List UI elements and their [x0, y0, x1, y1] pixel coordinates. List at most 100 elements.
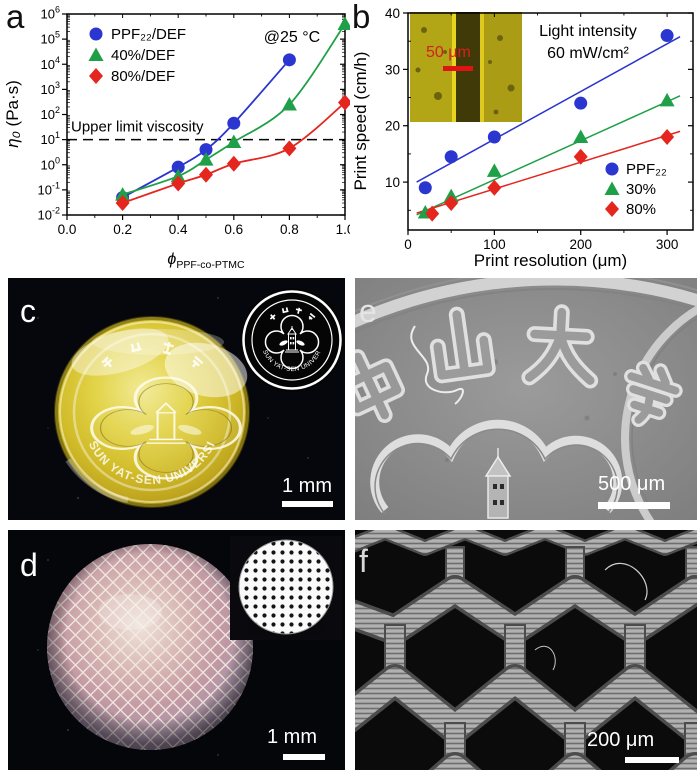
legend-a-item-1: 40%/DEF	[111, 47, 175, 64]
y-tick-label: 10-1	[38, 180, 60, 197]
triangle-marker	[486, 163, 502, 177]
embossed-seal-emblem	[90, 376, 242, 480]
sem-lattice-scaffold: f 200 μm	[355, 530, 697, 770]
quatrefoil-arch	[370, 419, 623, 515]
printed-sphere	[47, 544, 253, 750]
diamond-marker	[425, 205, 440, 222]
seal-ring-arc	[355, 278, 697, 520]
x-tick-label: 0.0	[58, 222, 77, 237]
print-speed-chart: 50 μm 0 100 200 300 10 20 30 40 PPF₂₂ 30% 80% Light…	[351, 6, 694, 270]
x-tick-label: 0	[404, 237, 412, 252]
inset-scale-label: 50 μm	[426, 44, 471, 61]
photo-printed-disc: SUN YAT-SEN UNIVERSITY	[8, 278, 345, 520]
legend-a-item-2: 80%/DEF	[111, 68, 175, 85]
y-tick-label: 106	[41, 5, 60, 22]
plot-frame-b	[407, 12, 694, 231]
y-tick-label: 104	[41, 55, 60, 72]
sem-seal-detail: e 500 μm	[355, 278, 697, 520]
y-axis-label-a: η₀ (Pa·s)	[3, 80, 22, 148]
triangle-marker	[604, 181, 620, 195]
scale-bar-c	[282, 501, 333, 507]
circle-marker	[282, 53, 296, 67]
light-intensity-annotation-1: 60 mW/cm²	[547, 45, 629, 62]
triangle-marker	[198, 152, 214, 166]
fit-line-0	[416, 36, 681, 183]
circle-marker	[89, 27, 103, 41]
y-tick-label: 100	[41, 155, 60, 172]
circle-marker	[199, 143, 213, 157]
y-tick-label: 20	[385, 119, 400, 134]
x-tick-label: 0.8	[280, 222, 299, 237]
diamond-marker	[282, 140, 297, 157]
triangle-marker	[337, 16, 350, 30]
x-axis-label-a: ϕPPF-co-PTMC	[167, 251, 245, 271]
scale-bar-f	[625, 757, 679, 763]
panel-letter-d: d	[20, 547, 38, 583]
legend-b-item-0: PPF₂₂	[626, 161, 667, 178]
triangle-marker	[226, 134, 242, 149]
x-tick-label: 0.2	[113, 222, 132, 237]
scale-bar-label-d: 1 mm	[267, 726, 317, 748]
diamond-marker	[444, 194, 459, 211]
y-tick-label: 10	[385, 175, 400, 190]
y-tick-label: 102	[41, 105, 60, 122]
cad-model-inset	[230, 536, 342, 640]
diamond-marker	[487, 179, 502, 196]
legend-b-item-2: 80%	[626, 201, 656, 218]
x-axis-label-b: Print resolution (μm)	[474, 251, 627, 270]
diamond-marker	[605, 201, 619, 217]
y-axis-label-b: Print speed (cm/h)	[351, 52, 370, 191]
fit-line-1	[416, 95, 681, 216]
x-tick-label: 1.0	[336, 222, 350, 237]
scale-bar-label-c: 1 mm	[282, 475, 332, 497]
legend-a-item-0: PPF₂₂/DEF	[111, 26, 186, 43]
circle-marker	[418, 181, 432, 195]
viscosity-chart: 0.0 0.2 0.4 0.6 0.8 1.0 10-2 10-1 100 101 102 103 10…	[3, 5, 350, 271]
circle-marker	[227, 116, 241, 130]
light-intensity-annotation-0: Light intensity	[539, 23, 637, 40]
circle-marker	[171, 160, 185, 174]
panel-letter-f: f	[359, 543, 368, 579]
seal-top-characters	[269, 307, 316, 320]
scale-bar-e	[598, 502, 670, 509]
photo-lattice-sphere: d 1 mm	[8, 530, 345, 770]
y-tick-label: 40	[385, 6, 400, 21]
circle-marker	[605, 162, 619, 176]
diamond-marker	[338, 94, 350, 111]
circle-marker	[487, 130, 501, 144]
inset-scale-bar	[443, 66, 473, 71]
diamond-marker	[660, 129, 675, 145]
scale-bar-label-e: 500 μm	[598, 473, 665, 495]
x-tick-label: 0.4	[169, 222, 188, 237]
scale-bar-label-f: 200 μm	[587, 729, 654, 751]
lattice-beams	[355, 530, 697, 770]
printed-character-zhong	[355, 349, 405, 423]
y-tick-label: 10-2	[38, 206, 60, 223]
panel-letter-c: c	[20, 293, 36, 329]
circle-marker	[444, 150, 458, 164]
printed-character-da	[521, 304, 599, 389]
stray-thread	[410, 325, 464, 405]
background-speckles	[37, 297, 309, 500]
legend-b-item-1: 30%	[626, 181, 656, 198]
triangle-marker	[170, 168, 186, 183]
y-tick-label: 30	[385, 62, 400, 77]
x-tick-label: 300	[656, 237, 679, 252]
seal-emblem	[264, 314, 320, 370]
x-tick-label: 0.6	[224, 222, 243, 237]
micrograph-inset: 50 μm	[410, 12, 522, 122]
y-tick-label: 101	[41, 130, 60, 147]
y-tick-label: 103	[41, 80, 60, 97]
triangle-marker	[115, 187, 131, 201]
diamond-marker	[171, 175, 186, 192]
circle-marker	[574, 96, 588, 110]
micrograph-debris-spots	[415, 27, 515, 115]
printed-character-xue	[624, 360, 683, 428]
x-tick-label: 100	[483, 237, 506, 252]
fit-line-2	[416, 130, 681, 214]
triangle-marker	[88, 47, 104, 61]
panel-letter-e: e	[359, 293, 377, 329]
triangle-marker	[281, 97, 297, 111]
tower	[484, 448, 512, 519]
